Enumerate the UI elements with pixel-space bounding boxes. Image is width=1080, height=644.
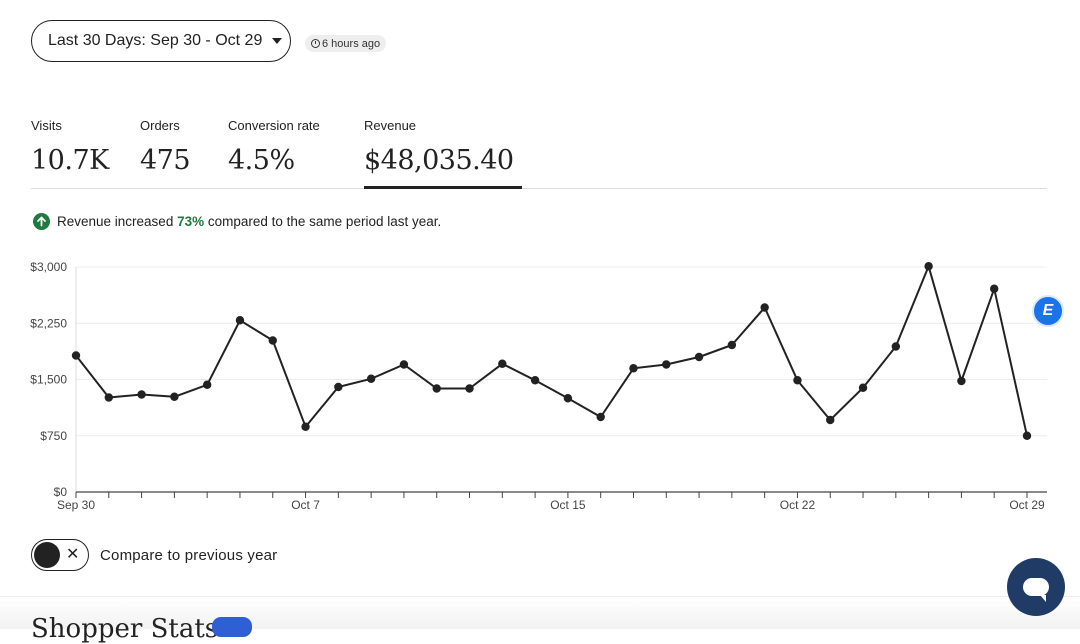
extension-icon[interactable]: E (1032, 295, 1064, 327)
stats-divider (31, 188, 1047, 189)
data-point (694, 352, 704, 362)
stat-revenue[interactable]: Revenue $48,035.40 (364, 118, 514, 176)
active-stat-indicator (364, 186, 522, 189)
data-point (858, 383, 868, 392)
data-point (268, 336, 277, 345)
toggle-knob (34, 542, 60, 568)
stat-label: Revenue (364, 118, 417, 133)
stat-orders[interactable]: Orders 475 (140, 118, 191, 176)
data-point (137, 390, 146, 399)
bottom-section (0, 596, 1080, 629)
data-point (563, 394, 573, 403)
data-point (465, 384, 474, 393)
last-updated-text: 6 hours ago (322, 37, 381, 50)
data-point (629, 364, 638, 373)
y-tick-label: $0 (54, 485, 68, 499)
data-point (957, 376, 966, 386)
data-point (662, 360, 671, 369)
y-tick-label: $750 (40, 429, 67, 443)
chat-button[interactable] (1007, 558, 1065, 616)
data-point (235, 316, 245, 325)
stat-conversion-rate[interactable]: Conversion rate 4.5% (228, 118, 320, 176)
data-point (924, 262, 933, 271)
x-icon: ✕ (66, 546, 80, 563)
stat-visits[interactable]: Visits 10.7K (31, 118, 109, 176)
clock-icon (311, 39, 320, 48)
stat-value: 4.5% (228, 145, 295, 176)
x-tick-label: Oct 7 (291, 498, 320, 512)
y-tick-label: $3,000 (30, 260, 67, 274)
x-tick-label: Oct 15 (550, 498, 586, 512)
revenue-notice: Revenue increased 73% compared to the sa… (33, 213, 441, 230)
data-point (596, 412, 605, 422)
data-point (399, 360, 409, 369)
new-badge (212, 617, 252, 637)
revenue-chart: $0 $750 $1,500 $2,250 $3,000 Sep 30 Oct 7 Oct 1… (30, 260, 1047, 512)
date-range-dropdown[interactable]: Last 30 Days: Sep 30 - Oct 29 (31, 20, 291, 62)
data-point (760, 303, 769, 312)
date-range-label: Last 30 Days: Sep 30 - Oct 29 (48, 32, 263, 49)
stat-label: Visits (31, 118, 62, 133)
data-point (990, 284, 999, 293)
data-point (498, 359, 507, 368)
data-point (727, 340, 737, 350)
data-point (530, 376, 540, 385)
data-point (366, 374, 376, 383)
data-point (202, 380, 212, 389)
data-point (71, 351, 81, 360)
x-tick-label: Oct 22 (780, 498, 816, 512)
x-tick-label: Oct 29 (1009, 498, 1045, 512)
compare-toggle-label: Compare to previous year (100, 547, 278, 564)
stat-value: 10.7K (31, 145, 109, 176)
stat-value: $48,035.40 (364, 145, 514, 176)
x-tick-label: Sep 30 (57, 498, 95, 512)
notice-suffix: compared to the same period last year. (204, 214, 442, 229)
caret-down-icon (272, 38, 283, 44)
section-title: Shopper Stats (31, 614, 219, 644)
compare-toggle[interactable]: ✕ (31, 539, 89, 571)
arrow-up-icon (33, 213, 50, 230)
data-point (826, 415, 835, 425)
data-point (793, 376, 802, 385)
chat-icon (1023, 578, 1049, 602)
data-point (1022, 431, 1032, 440)
data-point (301, 422, 310, 431)
notice-prefix: Revenue increased (57, 214, 178, 229)
data-point (432, 384, 441, 393)
last-updated-badge: 6 hours ago (305, 35, 387, 52)
data-point (891, 342, 901, 351)
revenue-line (75, 265, 1028, 437)
stat-label: Conversion rate (228, 118, 320, 133)
stat-label: Orders (140, 118, 180, 133)
y-tick-label: $2,250 (30, 316, 67, 330)
notice-percent: 73% (177, 214, 205, 229)
y-tick-label: $1,500 (30, 373, 67, 387)
data-point (104, 393, 113, 402)
data-point (170, 392, 179, 401)
data-point (334, 382, 343, 392)
stat-value: 475 (140, 145, 191, 176)
